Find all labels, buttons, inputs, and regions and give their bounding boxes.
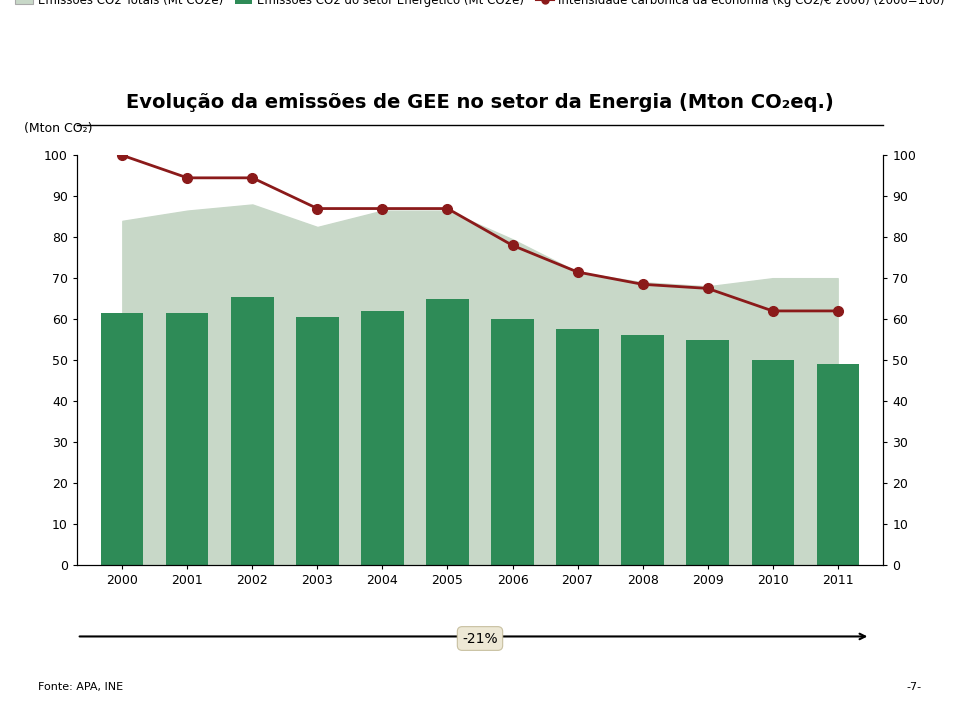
Bar (621, 335, 663, 565)
Bar (492, 319, 534, 565)
Text: Fonte: APA, INE: Fonte: APA, INE (38, 682, 124, 692)
Bar (101, 313, 143, 565)
Bar (426, 299, 468, 565)
Bar (166, 313, 208, 565)
Bar (752, 360, 794, 565)
Bar (817, 364, 859, 565)
Text: -21%: -21% (462, 631, 498, 645)
Bar (557, 329, 599, 565)
Bar (297, 317, 339, 565)
Text: Evolução da emissões de GEE no setor da Energia (Mton CO₂eq.): Evolução da emissões de GEE no setor da … (126, 93, 834, 112)
Bar (231, 297, 274, 565)
Legend: Emissões CO2 Totais (Mt CO2e), Emissões CO2 do setor Energético (Mt CO2e), Inten: Emissões CO2 Totais (Mt CO2e), Emissões … (11, 0, 949, 12)
Bar (686, 340, 729, 565)
Text: -7-: -7- (906, 682, 922, 692)
Text: (Mton CO₂): (Mton CO₂) (24, 122, 93, 135)
Bar (361, 311, 403, 565)
